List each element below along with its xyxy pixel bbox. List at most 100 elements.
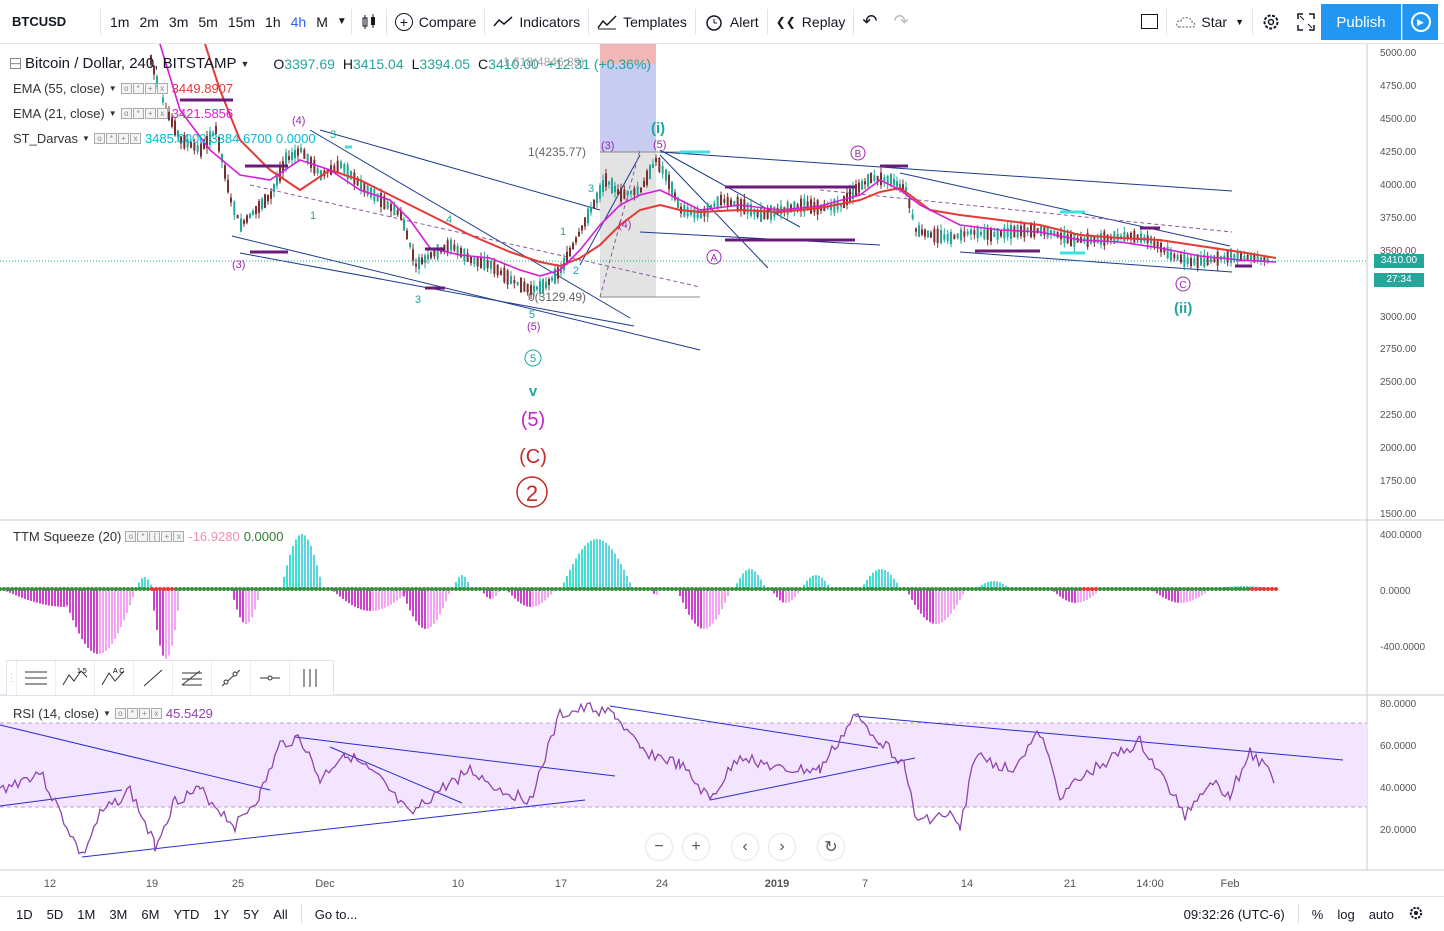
symbol-search[interactable]: BTCUSD	[12, 14, 67, 29]
close-icon[interactable]: x	[129, 133, 141, 144]
range-ytd[interactable]: YTD	[173, 906, 200, 922]
interval-5m[interactable]: 5m	[198, 13, 218, 30]
symbol-title[interactable]: Bitcoin / Dollar, 240, BITSTAMP	[25, 55, 237, 72]
rsi-legend[interactable]: RSI (14, close) ▼ o * + x 45.5429	[13, 706, 213, 721]
interval-3m[interactable]: 3m	[168, 13, 189, 30]
plus-icon[interactable]: +	[138, 708, 150, 719]
rsi-axis[interactable]: 80.0000 60.0000 40.0000 20.0000	[1380, 699, 1417, 836]
elliott-correction-tool[interactable]: A C	[95, 661, 134, 695]
chart-canvas[interactable]: (4) (3) (3) (4) (5) (5) 1 3 4 5 1 2 3 3 …	[0, 44, 1444, 896]
chevron-down-icon[interactable]: ▼	[102, 709, 111, 718]
redo-button[interactable]: ↷	[893, 11, 909, 31]
ttm-legend[interactable]: TTM Squeeze (20) o *{+ x -16.9280 0.0000	[13, 529, 283, 544]
range-all[interactable]: All	[273, 906, 288, 922]
range-5d[interactable]: 5D	[46, 906, 64, 922]
eye-icon[interactable]: o	[125, 531, 137, 542]
eye-icon[interactable]: o	[120, 83, 132, 94]
chart-style-button[interactable]	[352, 0, 386, 44]
range-5y[interactable]: 5Y	[243, 906, 260, 922]
alert-button[interactable]: Alert	[696, 0, 767, 44]
layout-button[interactable]	[1133, 0, 1166, 44]
interval-15m[interactable]: 15m	[227, 13, 256, 30]
drag-handle[interactable]: ⋮	[7, 661, 17, 695]
horizontal-line-tool[interactable]	[251, 661, 290, 695]
close-icon[interactable]: x	[156, 83, 168, 94]
ttm-dot	[634, 587, 638, 591]
plus-icon[interactable]: +	[161, 531, 173, 542]
trendlines[interactable]	[231, 129, 1233, 351]
close-icon[interactable]: x	[173, 531, 185, 542]
replay-button[interactable]: ❮❮ Replay	[768, 0, 854, 44]
interval-1h[interactable]: 1h	[265, 13, 281, 30]
templates-button[interactable]: Templates	[589, 0, 695, 44]
horizontal-lines-tool[interactable]	[17, 661, 56, 695]
scroll-left-button[interactable]: ‹	[732, 834, 758, 860]
interval-2m[interactable]: 2m	[139, 13, 159, 30]
range-1d[interactable]: 1D	[16, 906, 33, 922]
clock-timezone[interactable]: 09:32:26 (UTC-6)	[1183, 906, 1285, 922]
goto-date-button[interactable]: Go to...	[314, 906, 358, 922]
interval-dropdown[interactable]: ▼	[336, 16, 347, 27]
range-1m[interactable]: 1M	[77, 906, 96, 922]
chevron-down-icon[interactable]: ▼	[82, 134, 90, 143]
elliott-impulse-tool[interactable]: 1 5	[56, 661, 95, 695]
rsi-trendlines[interactable]	[0, 705, 1344, 858]
collapse-icon[interactable]: —	[10, 58, 21, 69]
legend-buttons[interactable]: o * + x	[120, 108, 168, 119]
ema55-legend[interactable]: EMA (55, close) ▼ o * + x 3449.8907	[13, 81, 233, 96]
gear-icon[interactable]: *	[132, 83, 144, 94]
ttm-axis[interactable]: 400.0000 0.0000 -400.0000	[1380, 530, 1425, 653]
gear-icon[interactable]: *	[105, 133, 117, 144]
range-1y[interactable]: 1Y	[213, 906, 230, 922]
close-icon[interactable]: x	[150, 708, 162, 719]
auto-scale-toggle[interactable]: auto	[1368, 906, 1394, 922]
ray-tool[interactable]	[212, 661, 251, 695]
chart-settings-button[interactable]	[1401, 905, 1444, 924]
chevron-down-icon[interactable]: ▼	[108, 84, 117, 93]
legend-buttons[interactable]: o *{+ x	[125, 531, 185, 542]
undo-button[interactable]: ↶	[862, 11, 878, 31]
trendline-tool[interactable]	[134, 661, 173, 695]
close-icon[interactable]: x	[156, 108, 168, 119]
star-button[interactable]: Star ▼	[1167, 0, 1252, 44]
braces-icon[interactable]: {	[149, 531, 161, 542]
darvas-legend[interactable]: ST_Darvas ▼ o * + x 3485.0000 3384.6700 0.0…	[13, 131, 316, 146]
ttm-dot	[522, 587, 526, 591]
gear-icon[interactable]: *	[126, 708, 138, 719]
vertical-lines-tool[interactable]	[290, 661, 329, 695]
compare-button[interactable]: + Compare	[387, 0, 485, 44]
ema21-legend[interactable]: EMA (21, close) ▼ o * + x 3421.5856	[13, 106, 233, 121]
interval-M[interactable]: M	[316, 13, 328, 30]
zoom-out-button[interactable]: −	[646, 834, 672, 860]
legend-buttons[interactable]: o * + x	[114, 708, 162, 719]
fib-tool[interactable]	[173, 661, 212, 695]
eye-icon[interactable]: o	[120, 108, 132, 119]
interval-1m[interactable]: 1m	[110, 13, 130, 30]
settings-button[interactable]	[1253, 0, 1289, 44]
scroll-right-button[interactable]: ›	[769, 834, 795, 860]
time-axis[interactable]: 12 19 25 Dec 10 17 24 2019 7 14 21 14:00 Feb	[44, 878, 1240, 890]
legend-buttons[interactable]: o * + x	[120, 83, 168, 94]
percent-scale-toggle[interactable]: %	[1311, 906, 1324, 922]
interval-4h[interactable]: 4h	[290, 13, 307, 30]
gear-icon[interactable]: *	[132, 108, 144, 119]
reset-chart-button[interactable]: ↻	[818, 834, 844, 860]
range-6m[interactable]: 6M	[141, 906, 160, 922]
fullscreen-button[interactable]	[1289, 0, 1323, 44]
chevron-down-icon[interactable]: ▼	[108, 109, 117, 118]
eye-icon[interactable]: o	[93, 133, 105, 144]
replay-play-button[interactable]: ▶	[1402, 4, 1438, 40]
price-axis[interactable]: 5000.00 4750.00 4500.00 4250.00 4000.00 3750.…	[1380, 48, 1417, 520]
eye-icon[interactable]: o	[114, 708, 126, 719]
plus-icon[interactable]: +	[144, 108, 156, 119]
indicators-button[interactable]: Indicators	[485, 0, 588, 44]
plus-icon[interactable]: +	[117, 133, 129, 144]
plus-icon[interactable]: +	[144, 83, 156, 94]
publish-button[interactable]: Publish	[1321, 4, 1401, 40]
gear-icon[interactable]: *	[137, 531, 149, 542]
zoom-in-button[interactable]: +	[683, 834, 709, 860]
log-scale-toggle[interactable]: log	[1337, 906, 1355, 922]
range-3m[interactable]: 3M	[109, 906, 128, 922]
legend-buttons[interactable]: o * + x	[93, 133, 141, 144]
chevron-down-icon[interactable]: ▼	[240, 58, 250, 69]
